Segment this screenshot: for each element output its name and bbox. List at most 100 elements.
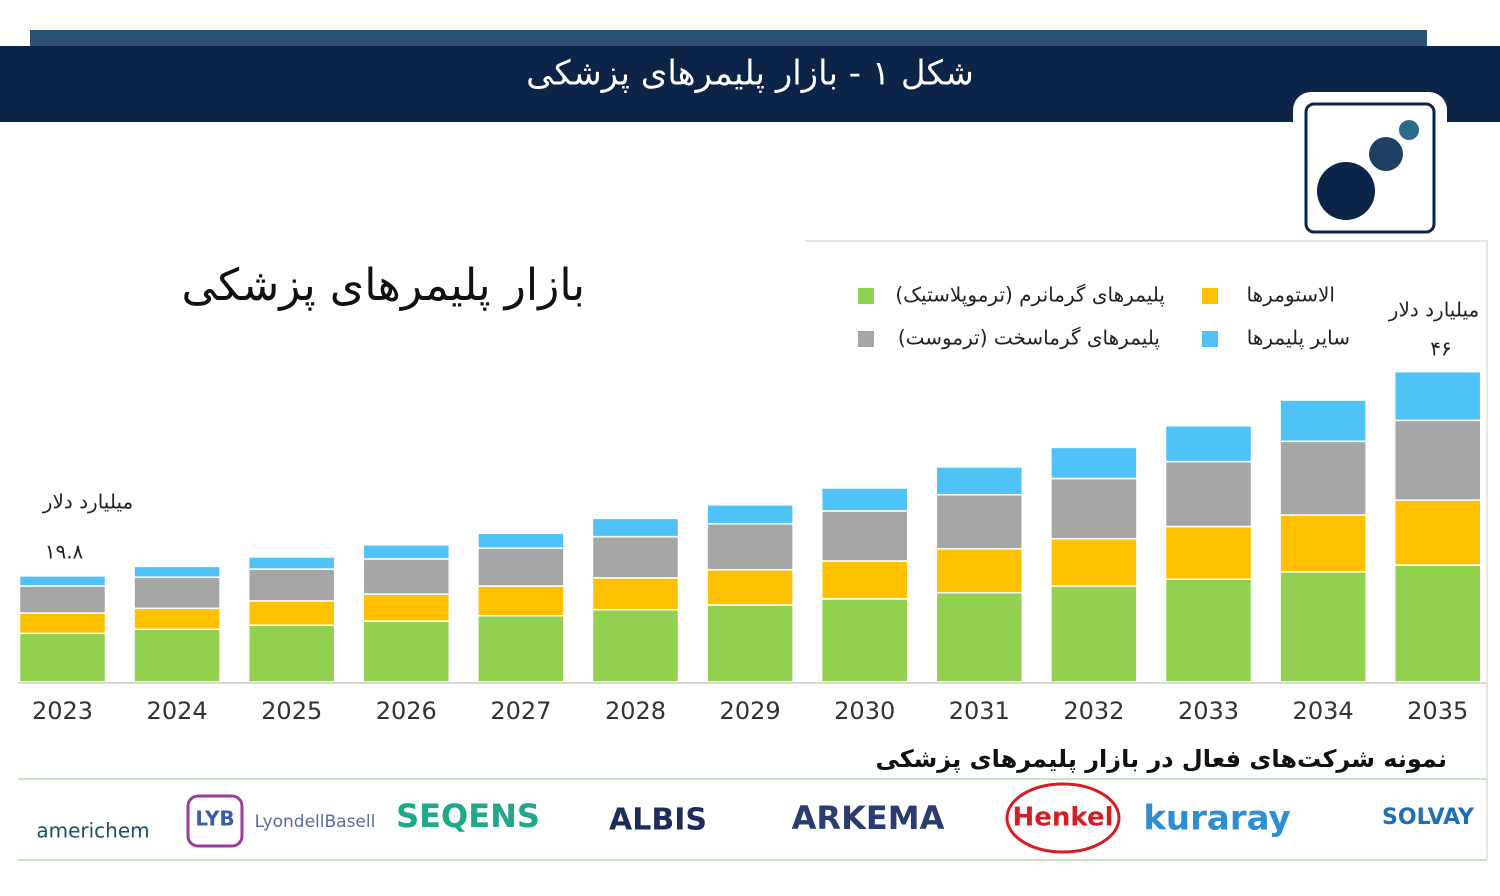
bar-segment [706, 604, 794, 683]
bar-segment [133, 576, 221, 610]
logo-dot [1399, 120, 1419, 140]
company-logo: LyondellBasell [255, 812, 376, 832]
bar-segment [1279, 514, 1367, 573]
bar-segment [18, 632, 107, 683]
company-logo: SEQENS [396, 797, 540, 835]
annotation: ۴۶ [1430, 337, 1451, 361]
henkel-oval [1005, 782, 1121, 854]
bar-segment [1279, 399, 1367, 443]
bar-segment [362, 620, 451, 683]
logo [1293, 92, 1447, 242]
bar-segment [362, 544, 451, 560]
bar-segment [1393, 370, 1482, 422]
chart-title: بازار پلیمرهای پزشکی [181, 260, 585, 311]
companies-title: نمونه شرکت‌های فعال در بازار پلیمرهای پز… [875, 745, 1447, 773]
logo-dot [1369, 137, 1403, 171]
bar-segment [477, 585, 565, 617]
bar-segment [1050, 585, 1138, 683]
bar-segment [1050, 537, 1138, 587]
bar-segment [591, 517, 680, 538]
bar-segment [820, 598, 909, 683]
bar-segment [1393, 419, 1482, 501]
bar-segment [1164, 460, 1253, 528]
legend-swatch [858, 331, 874, 347]
x-tick-label: 2026 [376, 697, 437, 725]
bar-segment [1164, 425, 1253, 463]
top-stripe [30, 30, 1427, 46]
bar-segment [247, 568, 336, 602]
company-logo: Henkel [1012, 803, 1113, 833]
x-tick-label: 2028 [605, 697, 666, 725]
bar-segment [362, 558, 451, 595]
bar-segment [706, 569, 794, 606]
company-logo: ARKEMA [792, 799, 945, 837]
legend-label: سایر پلیمرها [1247, 326, 1350, 351]
logo-dot [1317, 162, 1375, 220]
annotation: میلیارد دلار [42, 490, 133, 514]
x-tick-label: 2031 [949, 697, 1010, 725]
annotation: میلیارد دلار [1388, 298, 1479, 322]
bar-segment [1279, 571, 1367, 683]
bar-segment [1393, 564, 1482, 683]
bar-segment [477, 614, 565, 683]
header-bar [0, 46, 1500, 122]
bar-segment [133, 565, 221, 578]
x-tick-label: 2029 [720, 697, 781, 725]
x-tick-label: 2023 [32, 697, 93, 725]
bar-segment [591, 535, 680, 579]
x-tick-label: 2032 [1063, 697, 1124, 725]
bar-segment [133, 607, 221, 631]
legend-label: الاستومرها [1247, 283, 1335, 307]
bar-segment [935, 493, 1024, 550]
company-logo: ALBIS [609, 803, 707, 838]
bar-segment [591, 608, 680, 683]
legend-label: پلیمرهای گرمانرم (ترموپلاستیک) [895, 283, 1165, 308]
bar-segment [1164, 578, 1253, 683]
bar-segment [1164, 525, 1253, 580]
bar-segment [1279, 440, 1367, 516]
bar-segment [133, 628, 221, 683]
company-logo: americhem [36, 819, 149, 843]
bar-segment [935, 466, 1024, 496]
bar-segment [18, 575, 107, 587]
company-logo: SOLVAY [1382, 805, 1475, 830]
x-tick-label: 2030 [834, 697, 895, 725]
bar-segment [362, 593, 451, 622]
bar-segment [820, 560, 909, 600]
bar-segment [247, 556, 336, 570]
bar-segment [18, 612, 107, 635]
legend-label: پلیمرهای گرماسخت (ترموست) [898, 326, 1160, 351]
company-logo: LYB [195, 807, 234, 831]
bar-segment [706, 504, 794, 525]
legend-swatch [858, 288, 874, 304]
bar-segment [477, 532, 565, 549]
bar-segment [1050, 477, 1138, 540]
x-tick-label: 2024 [147, 697, 208, 725]
bar-segment [935, 548, 1024, 594]
x-tick-label: 2025 [261, 697, 322, 725]
x-tick-label: 2034 [1293, 697, 1354, 725]
bar-segment [591, 577, 680, 611]
x-tick-label: 2027 [490, 697, 551, 725]
bar-segment [820, 487, 909, 512]
x-tick-label: 2035 [1407, 697, 1468, 725]
bar-segment [247, 624, 336, 683]
bar-segment [820, 510, 909, 562]
bar-segment [1050, 446, 1138, 480]
company-logo: kuraray [1143, 799, 1290, 839]
legend-swatch [1202, 331, 1218, 347]
legend-swatch [1202, 288, 1218, 304]
bar-segment [706, 523, 794, 571]
chart-frame [805, 240, 1488, 860]
bar-segment [477, 547, 565, 587]
lyb-box [186, 794, 244, 848]
header-title: شکل ۱ - بازار پلیمرهای پزشکی [526, 54, 974, 94]
annotation: ۱۹.۸ [45, 540, 84, 564]
bar-segment [247, 600, 336, 626]
bar-segment [1393, 499, 1482, 566]
x-tick-label: 2033 [1178, 697, 1239, 725]
bar-segment [18, 585, 107, 614]
bar-segment [935, 592, 1024, 683]
